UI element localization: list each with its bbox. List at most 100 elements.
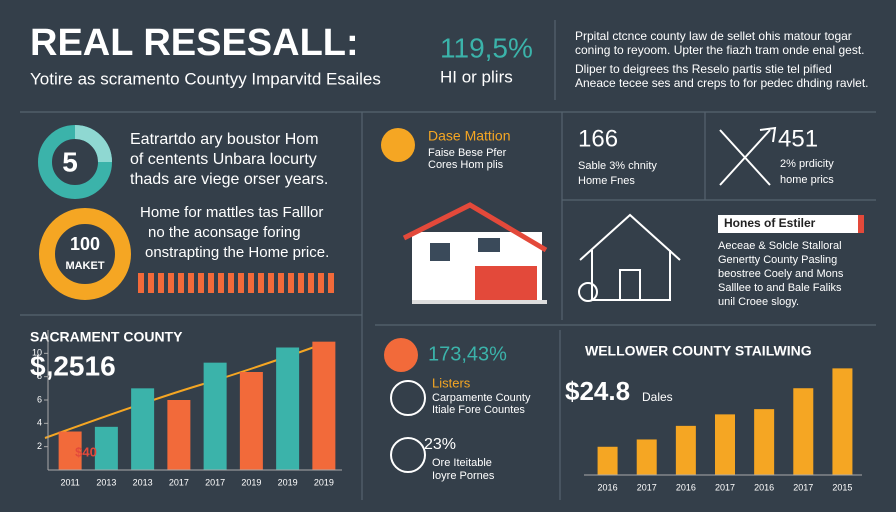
x-tick-label: 2017 (715, 482, 735, 492)
y-tick-label: 4 (37, 418, 42, 428)
stripe (238, 273, 244, 293)
bar (239, 372, 263, 470)
stripe (258, 273, 264, 293)
subtitle: Yotire as scramento Countyy Imparvitd Es… (30, 69, 381, 88)
stat-text: 2% prdicity (780, 158, 834, 170)
bar (597, 446, 618, 475)
feature-text: Cores Hom plis (428, 159, 504, 171)
ring-text: of centents Unbara locurty (130, 151, 317, 168)
icon (384, 338, 418, 372)
stripe (198, 273, 204, 293)
note: coning to reyoom. Upter the fiazh tram o… (575, 43, 865, 57)
stripe (168, 273, 174, 293)
y-tick-label: 10 (32, 348, 42, 358)
icon (390, 437, 426, 473)
x-tick-label: 2016 (754, 482, 774, 492)
listers-title: Listers (432, 375, 471, 390)
label-box (718, 215, 858, 233)
bar (131, 388, 155, 470)
ring-label: 100 (70, 234, 100, 254)
bar (754, 409, 775, 475)
ring-text: onstrapting the Home price. (145, 244, 329, 261)
stripe (208, 273, 214, 293)
note: Aneace tecee ses and creps to for pedec … (575, 76, 869, 90)
label-accent (858, 215, 864, 233)
stat-text: Home Fnes (578, 175, 635, 187)
y-tick-label: 6 (37, 394, 42, 404)
feature-text: Faise Bese Pfer (428, 147, 507, 159)
icon (381, 128, 415, 162)
estiler-text: beostree Coely and Mons (718, 268, 844, 280)
chart-headline-label: Dales (642, 390, 673, 404)
stripe (268, 273, 274, 293)
y-tick-label: 2 (37, 441, 42, 451)
bar (793, 388, 814, 475)
stripe (218, 273, 224, 293)
x-tick-label: 2019 (241, 477, 261, 487)
house-illustration (402, 202, 548, 304)
ring-text: Home for mattles tas Falllor (140, 204, 323, 221)
listers-text: Ore Iteitable (432, 457, 492, 469)
stripe (148, 273, 154, 293)
estiler-text: unil Croee slogy. (718, 296, 799, 308)
estiler-text: Salllee to and Bale Faliks (718, 282, 842, 294)
x-tick-label: 2017 (637, 482, 657, 492)
bar (58, 431, 82, 470)
estiler-text: Aeceae & Solcle Stalloral (718, 240, 842, 252)
bar (167, 400, 191, 470)
stripe (318, 273, 324, 293)
chart-headline: $,2516 (30, 350, 116, 381)
title: REAL RESESALL: (30, 22, 359, 64)
ring-accent (74, 125, 112, 163)
bar (832, 368, 853, 475)
x-tick-label: 2016 (598, 482, 618, 492)
estiler-text: Genertty County Pasling (718, 254, 837, 266)
ring-text: Eatrartdo ary boustor Hom (130, 131, 319, 148)
x-tick-label: 2011 (60, 477, 79, 487)
x-tick-label: 2013 (133, 477, 153, 487)
listers-stat: 173,43% (428, 343, 507, 365)
gear-icon (578, 282, 598, 302)
x-tick-label: 2017 (793, 482, 813, 492)
ring-text: no the aconsage foring (148, 224, 301, 241)
ring-sublabel: MAKET (65, 260, 104, 272)
stripe (138, 273, 144, 293)
feature-title: Dase Mattion (428, 128, 510, 144)
icon (719, 126, 777, 186)
stripe (178, 273, 184, 293)
icon (390, 380, 426, 416)
bar (276, 347, 300, 470)
stripe (288, 273, 294, 293)
house-icon (579, 213, 681, 301)
chart-title: WELLOWER COUNTY STAILWING (585, 343, 812, 359)
listers-text: Carpamente County (432, 392, 531, 404)
stripes (138, 273, 334, 293)
stripe (248, 273, 254, 293)
stripe (228, 273, 234, 293)
listers-text: Itiale Fore Countes (432, 404, 525, 416)
x-tick-label: 2015 (832, 482, 852, 492)
bar (675, 425, 696, 475)
x-tick-label: 2017 (205, 477, 225, 487)
bar (94, 426, 118, 470)
bar (312, 341, 336, 470)
stripe (328, 273, 334, 293)
ring-label: 5 (62, 146, 78, 177)
bar (636, 439, 657, 475)
stat-value: 166 (578, 125, 618, 152)
x-tick-label: 2013 (96, 477, 116, 487)
bar-label: $40 (75, 444, 97, 459)
bar (715, 414, 735, 475)
stat-text: Sable 3% chnity (578, 160, 657, 172)
ring-text: thads are viege orser years. (130, 171, 328, 188)
listers-text: Ioyre Pornes (432, 470, 495, 482)
x-tick-label: 2019 (278, 477, 298, 487)
x-tick-label: 2017 (169, 477, 189, 487)
bar (203, 362, 227, 470)
stat-text: home prics (780, 174, 834, 186)
ring (39, 208, 131, 300)
stripe (298, 273, 304, 293)
chart-title: SACRAMENT COUNTY (30, 329, 183, 345)
stat: 119,5% (440, 32, 533, 63)
